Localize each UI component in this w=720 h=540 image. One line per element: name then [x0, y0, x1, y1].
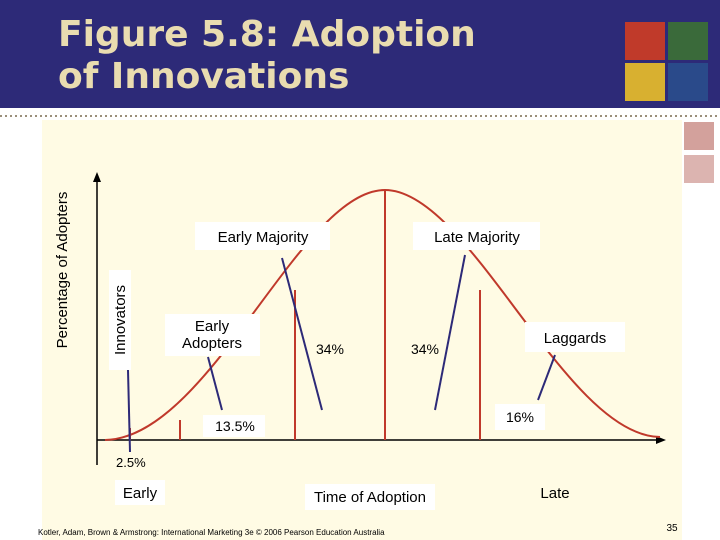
segment-name: Late Majority [434, 229, 520, 246]
segment-share: 13.5% [215, 418, 255, 434]
x-axis-label: Time of Adoption [314, 489, 426, 506]
page-number: 35 [666, 523, 678, 534]
segment-name: Laggards [544, 330, 607, 347]
segment-name-line: Adopters [182, 335, 242, 352]
y-axis-label: Percentage of Adopters [54, 192, 71, 349]
label-box [165, 314, 260, 356]
label-box [203, 415, 265, 437]
label-box [413, 222, 540, 250]
segment-share: 2.5% [116, 455, 146, 470]
y-arrow [93, 172, 101, 182]
slide-title: Figure 5.8: Adoption of Innovations [58, 14, 476, 97]
x-end-label: Late [540, 485, 569, 502]
label-box [109, 270, 131, 370]
segment-name: Innovators [112, 285, 129, 355]
segment-name: Early Adopters [182, 318, 242, 352]
pointer-lines [127, 254, 556, 453]
segment-share: 34% [316, 341, 344, 357]
header: Figure 5.8: Adoption of Innovations [0, 0, 720, 108]
header-art [625, 22, 714, 183]
label-box [305, 484, 435, 510]
segment-share: 16% [506, 409, 534, 425]
segment-name: Early Majority [218, 229, 309, 246]
x-arrow [656, 436, 666, 444]
label-box [195, 222, 330, 250]
citation: Kotler, Adam, Brown & Armstrong: Interna… [38, 528, 385, 537]
label-box [115, 480, 165, 505]
segment-share: 34% [411, 341, 439, 357]
division-lines [129, 190, 481, 440]
segment-name-line: Early [195, 318, 230, 335]
x-start-label: Early [123, 485, 158, 502]
label-box [495, 404, 545, 430]
label-box [525, 322, 625, 352]
